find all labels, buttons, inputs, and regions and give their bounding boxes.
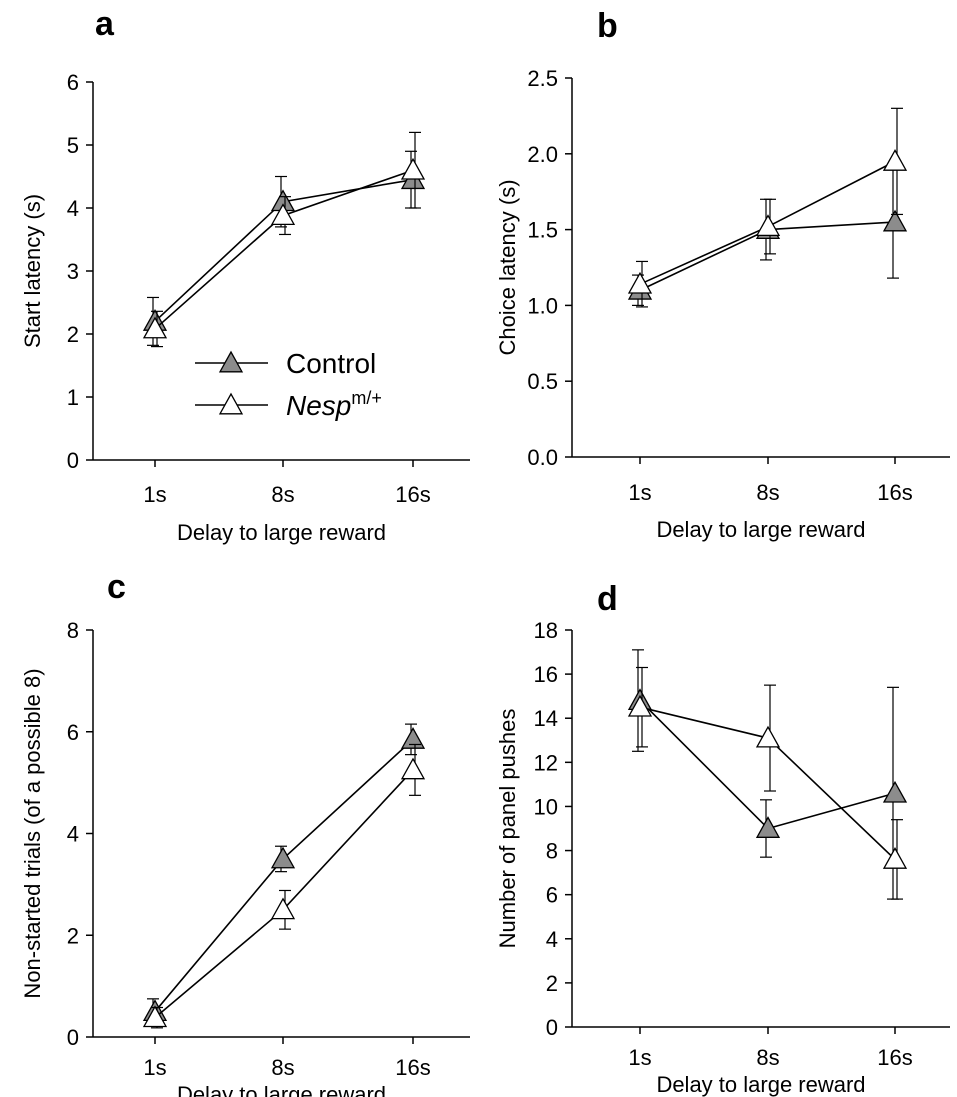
data-point — [882, 149, 908, 171]
data-point — [755, 214, 781, 237]
data-point — [400, 727, 426, 749]
x-axis-label: Delay to large reward — [177, 1082, 386, 1097]
data-point — [400, 757, 426, 780]
x-axis-label: Delay to large reward — [656, 1072, 865, 1097]
y-tick-label: 6 — [67, 720, 79, 745]
y-tick-label: 0 — [67, 448, 79, 473]
x-tick-label: 8s — [756, 480, 779, 505]
data-point — [270, 203, 296, 226]
y-tick-label: 3 — [67, 259, 79, 284]
legend-marker — [218, 350, 244, 373]
data-point — [627, 271, 653, 294]
x-tick-label: 8s — [756, 1045, 779, 1070]
panel-letter: a — [95, 5, 115, 43]
y-tick-label: 0.0 — [527, 445, 558, 470]
y-tick-label: 16 — [534, 662, 558, 687]
data-point — [142, 1005, 168, 1028]
y-tick-label: 18 — [534, 618, 558, 643]
legend: Control Nespm/+ — [195, 348, 382, 421]
y-tick-label: 6 — [67, 70, 79, 95]
y-tick-label: 2 — [67, 923, 79, 948]
y-tick-label: 0 — [546, 1015, 558, 1040]
y-tick-label: 2 — [546, 971, 558, 996]
y-axis-label: Start latency (s) — [20, 194, 45, 348]
y-tick-label: 8 — [67, 618, 79, 643]
y-tick-label: 0.5 — [527, 369, 558, 394]
series-control — [142, 723, 426, 1025]
chart-panel-c: c 0 2 4 6 8 1s 8s 16s Delay to large reward Non-st… — [20, 568, 470, 1097]
panel-letter: b — [597, 7, 618, 45]
series-nesp — [142, 131, 426, 348]
x-axis-label: Delay to large reward — [177, 520, 386, 545]
y-tick-label: 5 — [67, 133, 79, 158]
data-point — [882, 847, 908, 869]
data-point — [627, 694, 653, 717]
x-tick-label: 16s — [395, 1055, 430, 1080]
x-tick-label: 8s — [271, 482, 294, 507]
series-control — [627, 649, 908, 900]
y-tick-label: 4 — [67, 822, 79, 847]
data-point — [270, 897, 296, 920]
series-line — [639, 700, 896, 830]
y-tick-label: 2.0 — [527, 142, 558, 167]
x-tick-label: 1s — [143, 1055, 166, 1080]
x-tick-label: 1s — [143, 482, 166, 507]
y-tick-label: 10 — [534, 794, 558, 819]
x-tick-label: 1s — [628, 1045, 651, 1070]
data-point — [755, 816, 781, 838]
y-tick-label: 12 — [534, 750, 558, 775]
x-axis-label: Delay to large reward — [656, 517, 865, 542]
chart-panel-b: b 0.0 0.5 1.0 1.5 2.0 2.5 1s 8s 16s Delay to large… — [495, 7, 950, 542]
data-point — [755, 725, 781, 748]
y-tick-label: 14 — [534, 706, 558, 731]
legend-label: Control — [286, 348, 376, 379]
panel-letter: c — [107, 568, 126, 606]
x-tick-label: 16s — [877, 1045, 912, 1070]
x-tick-label: 16s — [395, 482, 430, 507]
data-point — [142, 316, 168, 339]
y-tick-label: 6 — [546, 883, 558, 908]
series-nesp — [627, 666, 908, 900]
x-tick-label: 1s — [628, 480, 651, 505]
series-nesp — [627, 107, 908, 308]
y-tick-label: 1.5 — [527, 218, 558, 243]
y-tick-label: 1.0 — [527, 293, 558, 318]
chart-panel-d: d 0 2 4 6 8 10 12 14 16 18 1s 8s 16s Delay to large re… — [495, 580, 950, 1097]
y-tick-label: 4 — [546, 927, 558, 952]
chart-panel-a: a 0 1 2 3 4 5 6 1s 8s 16s Delay to large reward Star… — [20, 5, 470, 545]
legend-label: Nespm/+ — [286, 388, 382, 421]
x-tick-label: 16s — [877, 480, 912, 505]
series-line — [154, 769, 414, 1019]
series-nesp — [142, 743, 426, 1029]
legend-item-control: Control — [195, 348, 376, 379]
data-point — [270, 846, 296, 869]
y-tick-label: 2.5 — [527, 66, 558, 91]
data-point — [400, 157, 426, 180]
legend-item-nesp: Nespm/+ — [195, 388, 382, 421]
y-axis-label: Non-started trials (of a possible 8) — [20, 668, 45, 998]
y-axis-label: Number of panel pushes — [495, 709, 520, 949]
y-tick-label: 0 — [67, 1025, 79, 1050]
data-point — [882, 209, 908, 232]
y-tick-label: 8 — [546, 839, 558, 864]
y-tick-label: 4 — [67, 196, 79, 221]
series-line — [154, 738, 414, 1013]
data-point — [882, 780, 908, 803]
y-tick-label: 1 — [67, 385, 79, 410]
legend-marker — [218, 392, 244, 415]
y-tick-label: 2 — [67, 322, 79, 347]
x-tick-label: 8s — [271, 1055, 294, 1080]
y-axis-label: Choice latency (s) — [495, 179, 520, 355]
panel-letter: d — [597, 580, 618, 618]
